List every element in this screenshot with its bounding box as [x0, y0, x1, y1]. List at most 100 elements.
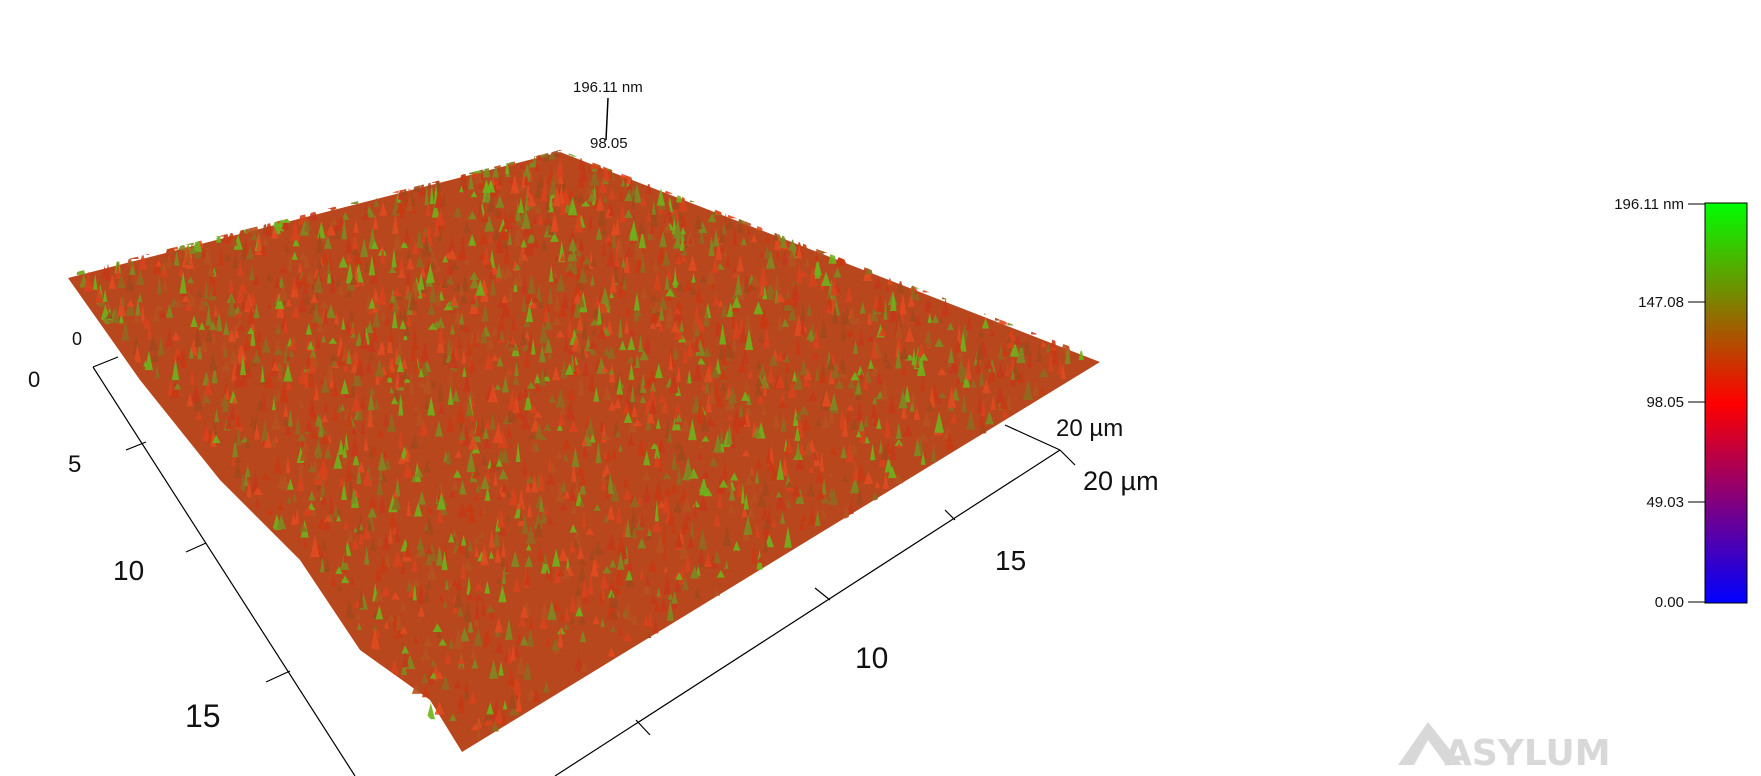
surface-spike: [427, 303, 436, 316]
surface-spike: [388, 266, 397, 274]
surface-spike: [606, 472, 614, 494]
surface-spike: [606, 532, 617, 550]
surface-spike: [502, 216, 511, 230]
surface-spike: [309, 348, 317, 359]
surface-spike: [495, 195, 505, 208]
surface-spike: [488, 233, 493, 243]
surface-spike: [750, 275, 761, 287]
surface-spike: [498, 429, 508, 449]
surface-spike: [261, 336, 271, 353]
surface-spike: [228, 276, 234, 293]
surface-spike: [309, 427, 319, 439]
surface-spike: [815, 418, 822, 426]
surface-spike: [471, 657, 479, 669]
surface-spike: [484, 215, 494, 232]
surface-spike: [666, 269, 673, 280]
surface-spike: [744, 328, 754, 351]
surface-spike: [508, 689, 517, 710]
surface-spike: [512, 678, 520, 690]
surface-spike: [562, 436, 570, 449]
surface-spike: [725, 217, 735, 229]
surface-spike: [549, 169, 560, 184]
surface-spike: [802, 234, 807, 249]
surface-spike: [840, 445, 847, 459]
surface-spike: [503, 265, 514, 279]
surface-spike: [671, 523, 676, 534]
surface-spike: [587, 341, 598, 350]
surface-spike: [356, 622, 362, 631]
surface-spike: [441, 674, 450, 690]
surface-spike: [471, 468, 479, 479]
surface-spike: [468, 690, 477, 704]
surface-spike: [924, 329, 932, 344]
surface-spike: [654, 443, 661, 459]
surface-spike: [425, 263, 435, 283]
surface-spike: [747, 469, 754, 477]
surface-spike: [387, 527, 393, 544]
surface-spike: [871, 364, 878, 376]
surface-spike: [514, 230, 521, 247]
surface-spike: [485, 627, 491, 643]
surface-spike: [689, 519, 695, 538]
surface-spike: [491, 228, 502, 241]
surface-spike: [718, 479, 729, 488]
surface-spike: [849, 443, 858, 455]
surface-spike: [349, 325, 355, 335]
surface-spike: [531, 238, 541, 248]
surface-spike: [575, 593, 584, 613]
surface-spike: [320, 433, 330, 444]
surface-spike: [700, 415, 710, 433]
surface-spike: [478, 231, 488, 245]
surface-spike: [507, 666, 515, 687]
surface-spike: [469, 276, 480, 289]
surface-spike: [157, 308, 167, 319]
surface-spike: [370, 537, 377, 551]
surface-spike: [283, 404, 289, 417]
surface-spike: [501, 482, 509, 493]
surface-spike: [278, 266, 288, 273]
surface-spike: [406, 256, 414, 270]
surface-spike: [429, 182, 434, 205]
surface-spike: [394, 476, 401, 497]
surface-spike: [577, 315, 584, 331]
surface-spike: [537, 469, 545, 492]
surface-spike: [267, 301, 273, 310]
surface-spike: [498, 661, 504, 676]
surface-spike: [764, 233, 771, 244]
surface-spike: [184, 245, 191, 253]
surface-spike: [747, 368, 753, 379]
surface-spike: [379, 312, 389, 321]
surface-spike: [327, 193, 337, 209]
surface-spike: [274, 275, 281, 289]
surface-spike: [814, 237, 825, 257]
surface-spike: [639, 510, 645, 528]
surface-spike: [246, 365, 252, 373]
surface-spike: [721, 220, 727, 235]
surface-spike: [562, 623, 570, 630]
surface-spike: [575, 606, 584, 617]
surface-spike: [763, 245, 771, 259]
surface-spike: [829, 486, 839, 505]
surface-spike: [458, 431, 466, 441]
surface-spike: [538, 322, 549, 344]
surface-spike: [232, 437, 238, 458]
surface-spike: [705, 391, 712, 413]
surface-spike: [845, 442, 855, 463]
surface-spike: [352, 348, 360, 367]
surface-spike: [501, 569, 507, 584]
surface-spike: [410, 340, 416, 361]
surface-spike: [534, 383, 542, 392]
surface-spike: [373, 197, 380, 208]
surface-spike: [404, 290, 414, 300]
surface-spike: [333, 452, 343, 469]
surface-spike: [506, 150, 514, 165]
surface-spike: [568, 150, 574, 156]
surface-spike: [400, 560, 406, 574]
surface-spike: [475, 418, 482, 437]
surface-spike: [587, 573, 594, 595]
surface-spike: [658, 456, 663, 472]
surface-spike: [522, 246, 531, 255]
surface-spike: [473, 493, 480, 501]
surface-spike: [470, 723, 480, 731]
surface-spike: [622, 275, 627, 290]
